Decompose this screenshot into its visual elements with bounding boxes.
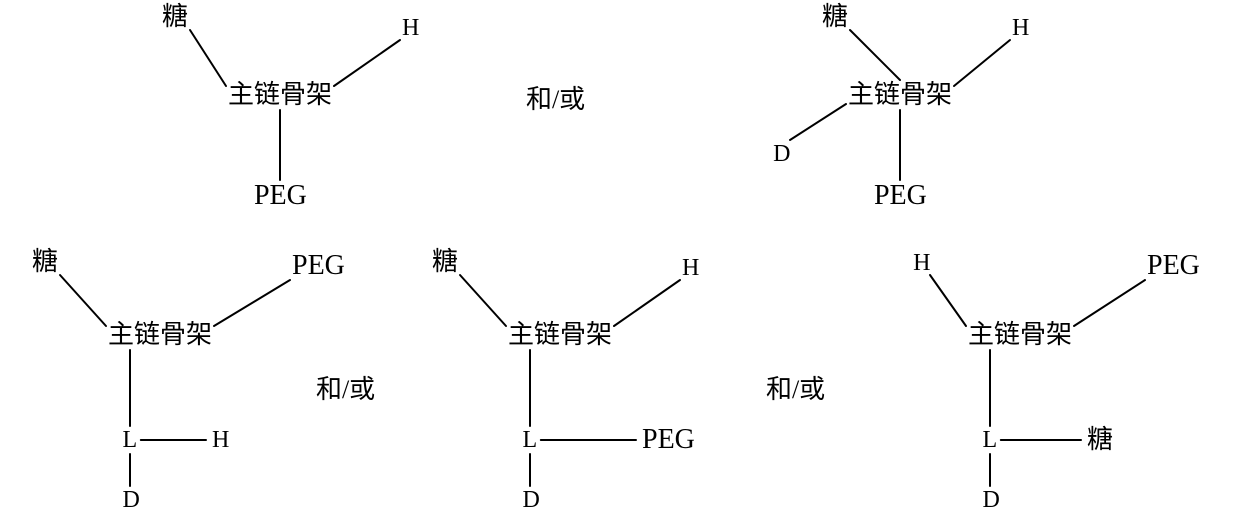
peg-label: PEG — [1147, 252, 1200, 280]
d-label: D — [523, 488, 540, 512]
bond — [1074, 280, 1145, 326]
bond — [930, 275, 966, 326]
andor-label: 和/或 — [316, 377, 375, 403]
h-label: H — [682, 256, 699, 280]
l-label: L — [523, 428, 538, 452]
backbone-label: 主链骨架 — [228, 82, 332, 108]
backbone-label: 主链骨架 — [848, 82, 952, 108]
backbone-label: 主链骨架 — [108, 322, 212, 348]
backbone-label: 主链骨架 — [508, 322, 612, 348]
h-label: H — [1012, 16, 1029, 40]
sugar-label: 糖 — [162, 4, 188, 30]
bond — [614, 280, 680, 326]
bond-lines — [0, 0, 1240, 526]
backbone-label: 主链骨架 — [968, 322, 1072, 348]
h-label: H — [212, 428, 229, 452]
peg-label: PEG — [292, 252, 345, 280]
peg-label: PEG — [642, 426, 695, 454]
bond — [790, 104, 846, 140]
bond — [850, 30, 900, 80]
sugar-label: 糖 — [822, 4, 848, 30]
andor-label: 和/或 — [526, 87, 585, 113]
peg-label: PEG — [254, 182, 307, 210]
bond — [334, 40, 400, 86]
sugar-label: 糖 — [32, 249, 58, 275]
l-label: L — [983, 428, 998, 452]
andor-label: 和/或 — [766, 377, 825, 403]
bond — [460, 275, 506, 326]
d-label: D — [123, 488, 140, 512]
h-label: H — [913, 251, 930, 275]
sugar-label: 糖 — [1087, 427, 1113, 453]
l-label: L — [123, 428, 138, 452]
bond — [190, 30, 226, 86]
bond — [214, 280, 290, 326]
d-label: D — [983, 488, 1000, 512]
bond — [60, 275, 106, 326]
bond — [954, 40, 1010, 86]
d-label: D — [773, 142, 790, 166]
peg-label: PEG — [874, 182, 927, 210]
sugar-label: 糖 — [432, 249, 458, 275]
h-label: H — [402, 16, 419, 40]
